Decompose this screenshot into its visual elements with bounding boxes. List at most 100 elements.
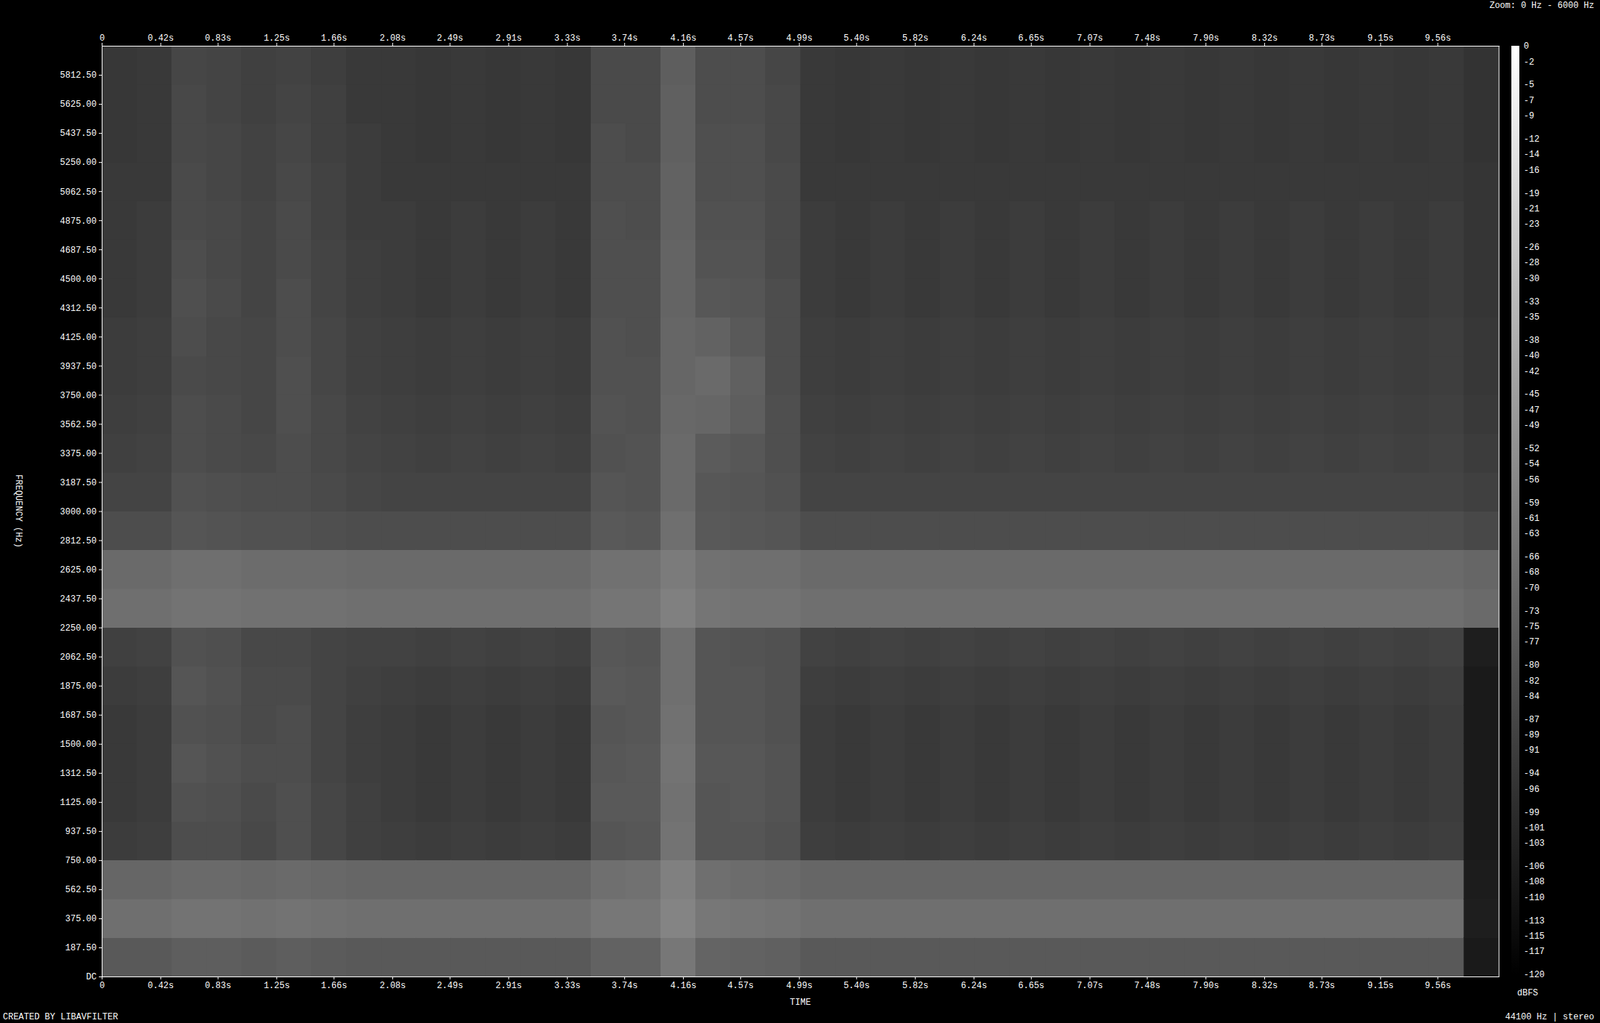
cell bbox=[1079, 45, 1115, 85]
cell bbox=[1044, 201, 1080, 240]
cell bbox=[1149, 84, 1185, 123]
cell bbox=[241, 201, 277, 240]
cell bbox=[1044, 860, 1080, 899]
cell bbox=[101, 938, 137, 977]
cell bbox=[625, 84, 661, 123]
cell bbox=[451, 666, 487, 705]
cell bbox=[486, 356, 521, 395]
tick-mark bbox=[98, 365, 102, 367]
cell bbox=[940, 201, 976, 240]
cell bbox=[1429, 744, 1465, 783]
cell bbox=[1114, 511, 1150, 551]
cell bbox=[171, 433, 207, 473]
cell bbox=[101, 511, 137, 551]
cell bbox=[136, 511, 172, 551]
tick: 1312.50 bbox=[60, 768, 102, 779]
cell bbox=[451, 627, 487, 667]
cell bbox=[1114, 278, 1150, 317]
cell bbox=[695, 278, 731, 317]
cell bbox=[1289, 472, 1325, 511]
cell bbox=[625, 162, 661, 201]
cell bbox=[1464, 394, 1500, 434]
cell bbox=[451, 472, 487, 511]
cell bbox=[416, 550, 452, 589]
cell bbox=[206, 84, 242, 123]
cell bbox=[1079, 201, 1115, 240]
cell bbox=[101, 860, 137, 899]
cell bbox=[730, 239, 766, 279]
cell bbox=[1464, 782, 1500, 822]
cell bbox=[1044, 744, 1080, 783]
cell bbox=[1079, 666, 1115, 705]
tick-label: 9.15s bbox=[1367, 980, 1394, 992]
cell bbox=[730, 938, 766, 977]
x-axis-title: TIME bbox=[789, 997, 811, 1008]
axis-line bbox=[101, 46, 103, 978]
cell bbox=[171, 898, 207, 938]
tick-mark bbox=[1205, 976, 1207, 980]
cell bbox=[1394, 278, 1430, 317]
cell bbox=[765, 278, 800, 317]
cell bbox=[451, 744, 487, 783]
cell bbox=[171, 550, 207, 589]
x-axis-top: 00.42s0.83s1.25s1.66s2.08s2.49s2.91s3.33… bbox=[99, 33, 1500, 47]
cell bbox=[1149, 394, 1185, 434]
cell bbox=[206, 744, 242, 783]
cell bbox=[555, 898, 591, 938]
tick-label: 0 bbox=[99, 980, 105, 992]
frame-right bbox=[1499, 45, 1500, 977]
cell bbox=[1149, 627, 1185, 667]
cell bbox=[695, 472, 731, 511]
cell bbox=[730, 433, 766, 473]
cell bbox=[1044, 123, 1080, 163]
tick-label: 1875.00 bbox=[60, 681, 97, 692]
cell bbox=[346, 511, 382, 551]
cell bbox=[1184, 782, 1220, 822]
cell bbox=[870, 744, 906, 783]
colorbar-tick-label: -35 bbox=[1523, 312, 1540, 323]
cell bbox=[1219, 317, 1255, 357]
cell bbox=[1114, 860, 1150, 899]
cell bbox=[1324, 821, 1360, 861]
cell bbox=[1009, 588, 1045, 628]
tick-label: 4687.50 bbox=[60, 245, 97, 256]
colorbar-tick-label: -14 bbox=[1523, 149, 1540, 160]
cell bbox=[800, 201, 836, 240]
cell bbox=[486, 317, 521, 357]
cell bbox=[660, 356, 696, 395]
cell bbox=[381, 317, 417, 357]
tick-label: 2.91s bbox=[495, 33, 522, 44]
cell bbox=[870, 472, 906, 511]
colorbar-tick-label: -113 bbox=[1523, 916, 1545, 927]
cell bbox=[381, 860, 417, 899]
cell bbox=[520, 278, 556, 317]
cell bbox=[1359, 627, 1395, 667]
cell bbox=[206, 433, 242, 473]
cell bbox=[520, 84, 556, 123]
cell bbox=[451, 317, 487, 357]
cell bbox=[730, 821, 766, 861]
cell bbox=[1289, 782, 1325, 822]
tick-label: 2437.50 bbox=[60, 594, 97, 605]
cell bbox=[1044, 627, 1080, 667]
cell bbox=[730, 511, 766, 551]
cell bbox=[835, 162, 871, 201]
cell bbox=[1464, 433, 1500, 473]
cell bbox=[625, 898, 661, 938]
cell bbox=[241, 782, 277, 822]
tick: 1.66s bbox=[321, 33, 348, 46]
colorbar bbox=[1511, 45, 1520, 975]
cell bbox=[310, 317, 346, 357]
tick: 5812.50 bbox=[60, 70, 102, 81]
cell bbox=[241, 550, 277, 589]
cell bbox=[241, 433, 277, 473]
tick: 5062.50 bbox=[60, 186, 102, 197]
cell bbox=[1464, 744, 1500, 783]
cell bbox=[101, 239, 137, 279]
colorbar-tick-label: -7 bbox=[1523, 95, 1534, 107]
tick-label: 4.99s bbox=[786, 980, 813, 992]
cell bbox=[905, 278, 941, 317]
cell bbox=[1184, 704, 1220, 744]
cell bbox=[276, 433, 311, 473]
cell bbox=[1464, 45, 1500, 85]
